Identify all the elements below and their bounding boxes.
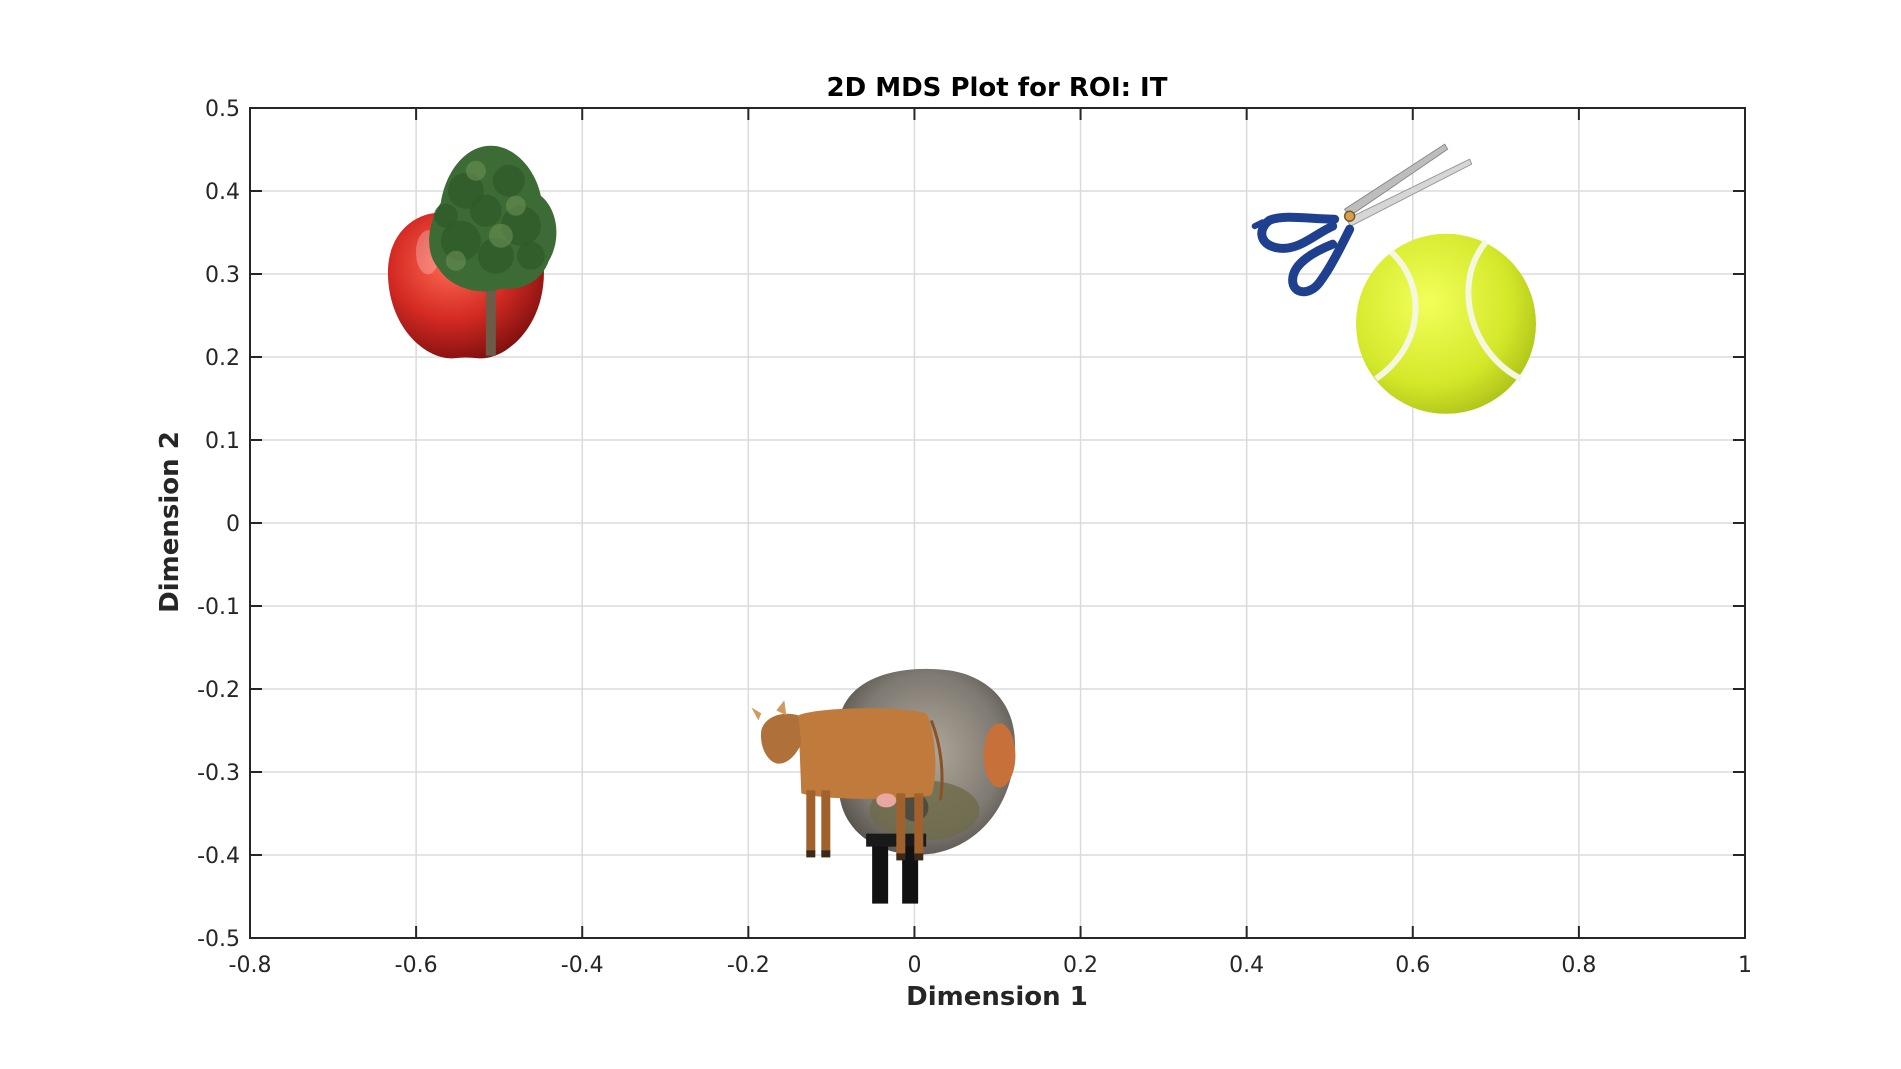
x-tick-labels: -0.8 -0.6 -0.4 -0.2 0 0.2 0.4 0.6 0.8 1 (229, 953, 1752, 978)
x-tick-label: 1 (1738, 953, 1752, 978)
y-tick-label: 0.4 (205, 180, 240, 205)
axes-box (249, 107, 1746, 939)
x-tick-label: -0.4 (561, 953, 604, 978)
y-tick-label: -0.2 (197, 678, 240, 703)
x-tick-label: 0.4 (1229, 953, 1264, 978)
x-tick-label: 0 (907, 953, 921, 978)
x-tick-label: 0.2 (1063, 953, 1098, 978)
y-tick-label: 0 (226, 512, 240, 537)
x-axis-label: Dimension 1 (906, 982, 1088, 1012)
cow-icon (751, 700, 944, 861)
dog-icon (866, 833, 927, 904)
y-tick-labels: -0.5 -0.4 -0.3 -0.2 -0.1 0 0.1 0.2 0.3 0.4 0.5 (197, 97, 240, 952)
y-tick-label: -0.1 (197, 595, 240, 620)
x-tick-label: -0.8 (229, 953, 272, 978)
tree-icon (429, 145, 557, 356)
y-tick-label: 0.1 (205, 429, 240, 454)
y-tick-label: -0.4 (197, 844, 240, 869)
y-tick-label: -0.3 (197, 761, 240, 786)
grid-lines (250, 108, 1745, 938)
tennis-ball-icon (1356, 233, 1536, 414)
y-tick-label: 0.3 (205, 263, 240, 288)
scissors-icon (1251, 143, 1473, 297)
chart-title: 2D MDS Plot for ROI: IT (827, 73, 1168, 103)
x-tick-label: 0.8 (1561, 953, 1596, 978)
x-tick-label: -0.6 (395, 953, 438, 978)
y-tick-label: 0.5 (205, 97, 240, 122)
x-tick-label: -0.2 (727, 953, 770, 978)
data-points (387, 143, 1536, 904)
y-tick-label: -0.5 (197, 927, 240, 952)
x-tick-label: 0.6 (1395, 953, 1430, 978)
y-axis-label: Dimension 2 (155, 431, 185, 613)
y-tick-label: 0.2 (205, 346, 240, 371)
